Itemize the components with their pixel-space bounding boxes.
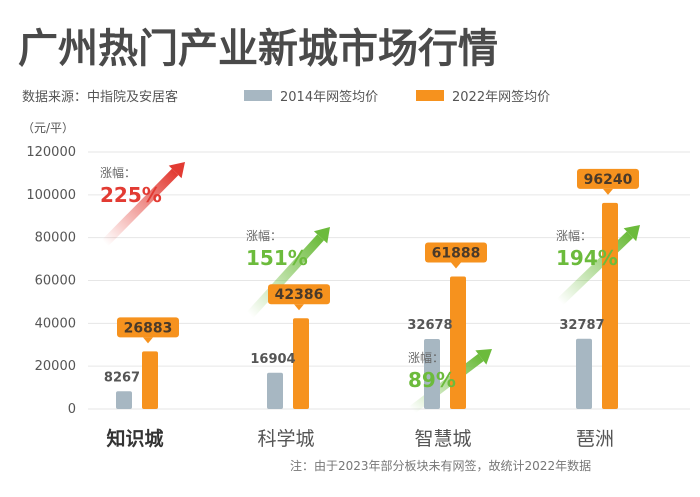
growth-caption-0: 涨幅： [100,165,136,180]
growth-arrow-head-3 [623,225,640,242]
data-label-2014-0: 8267 [104,370,140,385]
data-label-bg-2022-3 [577,168,639,189]
y-tick-label-0: 0 [68,402,76,417]
data-label-bg-2022-2 [425,242,487,263]
legend-label-2022: 2022年网签均价 [452,89,550,105]
grid-lines [88,151,690,410]
legend-label-2014: 2014年网签均价 [280,89,378,105]
data-label-pointer-2022-2 [451,262,461,269]
growth-caption-2: 涨幅： [408,350,444,365]
footnote: 注：由于2023年部分板块未有网签，故统计2022年数据 [290,458,591,473]
y-tick-label-1: 20000 [35,359,76,374]
data-label-bg-2022-1 [268,284,330,305]
bar-2022-3 [602,202,618,409]
growth-arrow-head-2 [475,349,492,365]
y-tick-label-4: 80000 [35,231,76,246]
category-label-0: 知识城 [106,427,163,450]
data-labels: 涨幅： 225% 涨幅： 151% 涨幅： 89% 涨幅： 194% 8267 26883 1690… [100,165,639,392]
legend-swatch-2014 [244,90,272,101]
y-axis-ticks: 0 20000 40000 60000 80000 100000 120000 [26,145,76,417]
growth-arrows [101,162,640,414]
growth-arrow-shaft-1 [246,234,324,319]
bar-2014-2 [424,339,440,409]
growth-arrow-shaft-3 [556,231,634,306]
data-label-2014-1: 16904 [250,352,295,367]
bars [116,202,618,409]
data-label-2022-1: 42386 [275,287,324,303]
bar-2014-3 [576,338,592,409]
chart-title: 广州热门产业新城市场行情 [18,26,498,72]
data-label-2022-3: 96240 [584,172,633,188]
y-tick-label-5: 100000 [26,188,76,203]
data-label-pointer-2022-3 [603,188,613,195]
data-label-pointer-2022-1 [294,304,304,311]
bar-2022-0 [142,351,158,409]
y-tick-label-2: 40000 [35,316,76,331]
category-label-1: 科学城 [257,428,314,450]
category-label-3: 琶洲 [576,428,614,450]
growth-percent-0: 225% [100,183,162,207]
growth-arrow-shaft-0 [101,168,179,247]
data-label-2014-3: 32787 [559,318,604,333]
data-label-2014-2: 32678 [407,318,452,333]
bar-2022-2 [450,276,466,409]
y-axis-unit: （元/平） [22,121,74,135]
growth-arrow-shaft-2 [409,353,484,414]
data-label-2022-0: 26883 [124,320,173,336]
bar-2022-1 [293,318,309,409]
growth-percent-1: 151% [246,246,308,270]
data-label-2022-2: 61888 [432,245,481,261]
bar-2014-1 [267,372,283,409]
growth-percent-3: 194% [556,246,618,270]
y-tick-label-3: 60000 [35,274,76,289]
growth-arrow-head-1 [313,227,330,244]
category-label-2: 智慧城 [414,428,471,450]
growth-arrow-head-0 [168,162,185,179]
data-label-pointer-2022-0 [143,337,153,344]
data-label-bg-2022-0 [117,317,179,338]
legend-swatch-2022 [416,90,444,101]
x-axis-categories: 知识城 科学城 智慧城 琶洲 [106,427,614,450]
growth-caption-3: 涨幅： [556,228,592,243]
bar-2014-0 [116,391,132,409]
y-tick-label-6: 120000 [26,145,76,160]
growth-percent-2: 89% [408,368,456,392]
growth-caption-1: 涨幅： [246,228,282,243]
data-source: 数据来源：中指院及安居客 [22,89,178,105]
